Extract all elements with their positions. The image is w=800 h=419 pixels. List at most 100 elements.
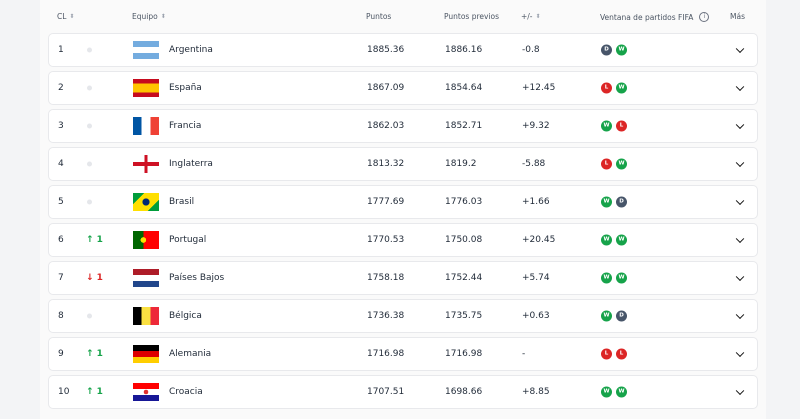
previous-points: 1716.98 [445,349,483,359]
chevron-down-icon[interactable] [735,348,745,358]
previous-points: 1752.44 [445,273,483,283]
rank: 6 [58,235,64,245]
result-badge: W [616,272,627,284]
header-diff[interactable]: +/- ⬍ [521,12,541,21]
team-name[interactable]: Inglaterra [169,159,213,169]
flag-icon-germany [133,345,159,363]
previous-points: 1819.2 [445,159,477,169]
chevron-down-icon[interactable] [735,196,745,206]
result-badge: L [616,348,627,360]
sort-icon[interactable]: ⬍ [160,12,166,20]
header-points: Puntos [366,12,392,21]
points-diff: -0.8 [522,45,540,55]
result-badge: D [616,196,627,208]
header-team[interactable]: Equipo ⬍ [132,12,166,21]
team-name[interactable]: Croacia [169,387,203,397]
points: 1862.03 [367,121,405,131]
flag-icon-netherlands [133,269,159,287]
flag-icon-brazil [133,193,159,211]
flag-icon-france [133,117,159,135]
flag-icon-england [133,155,159,173]
chevron-down-icon[interactable] [735,82,745,92]
rank: 9 [58,349,64,359]
team-name[interactable]: Brasil [169,197,195,207]
header-cl[interactable]: CL ⬍ [57,12,75,21]
points-diff: - [522,349,526,359]
points-diff: +1.66 [522,197,550,207]
team-name[interactable]: Francia [169,121,202,131]
result-badge: W [601,196,612,208]
team-name[interactable]: Países Bajos [169,273,225,283]
chevron-down-icon[interactable] [735,272,745,282]
header-prev-points: Puntos previos [444,12,500,21]
previous-points: 1735.75 [445,311,483,321]
points: 1758.18 [367,273,405,283]
result-badge: L [601,82,612,94]
team-name[interactable]: Argentina [169,45,213,55]
rank-change-up: ↑ 1 [86,349,103,359]
result-badge: W [601,272,612,284]
chevron-down-icon[interactable] [735,44,745,54]
points-diff: +20.45 [522,235,556,245]
points: 1867.09 [367,83,405,93]
team-name[interactable]: España [169,83,202,93]
rank: 10 [58,387,70,397]
chevron-down-icon[interactable] [735,158,745,168]
result-badge: D [616,310,627,322]
chevron-down-icon[interactable] [735,386,745,396]
previous-points: 1776.03 [445,197,483,207]
team-name[interactable]: Bélgica [169,311,202,321]
points: 1736.38 [367,311,405,321]
no-change-dot [87,313,92,319]
chevron-down-icon[interactable] [735,310,745,320]
points: 1885.36 [367,45,405,55]
previous-points: 1852.71 [445,121,483,131]
result-badge: L [601,158,612,170]
team-name[interactable]: Portugal [169,235,207,245]
previous-points: 1698.66 [445,387,483,397]
rank-change-up: ↑ 1 [86,235,103,245]
rank-change-up: ↑ 1 [86,387,103,397]
flag-icon-spain [133,79,159,97]
sort-icon[interactable]: ⬍ [535,12,541,20]
points: 1716.98 [367,349,405,359]
points: 1707.51 [367,387,405,397]
result-badge: D [601,44,612,56]
info-icon[interactable]: i [699,12,710,22]
points-diff: -5.88 [522,159,546,169]
sort-icon[interactable]: ⬍ [69,12,75,20]
points: 1777.69 [367,197,405,207]
previous-points: 1750.08 [445,235,483,245]
chevron-down-icon[interactable] [735,120,745,130]
chevron-down-icon[interactable] [735,234,745,244]
rank: 5 [58,197,64,207]
no-change-dot [87,47,92,53]
table-row[interactable]: 7 ↓ 1 Países Bajos 1758.18 1752.44 +5.74… [48,261,758,295]
result-badge: W [616,234,627,246]
header-window: Ventana de partidos FIFA i [600,12,710,22]
result-badge: W [616,44,627,56]
team-name[interactable]: Alemania [169,349,212,359]
previous-points: 1886.16 [445,45,483,55]
flag-icon-belgium [133,307,159,325]
result-badge: W [616,386,627,398]
result-badge: W [616,82,627,94]
